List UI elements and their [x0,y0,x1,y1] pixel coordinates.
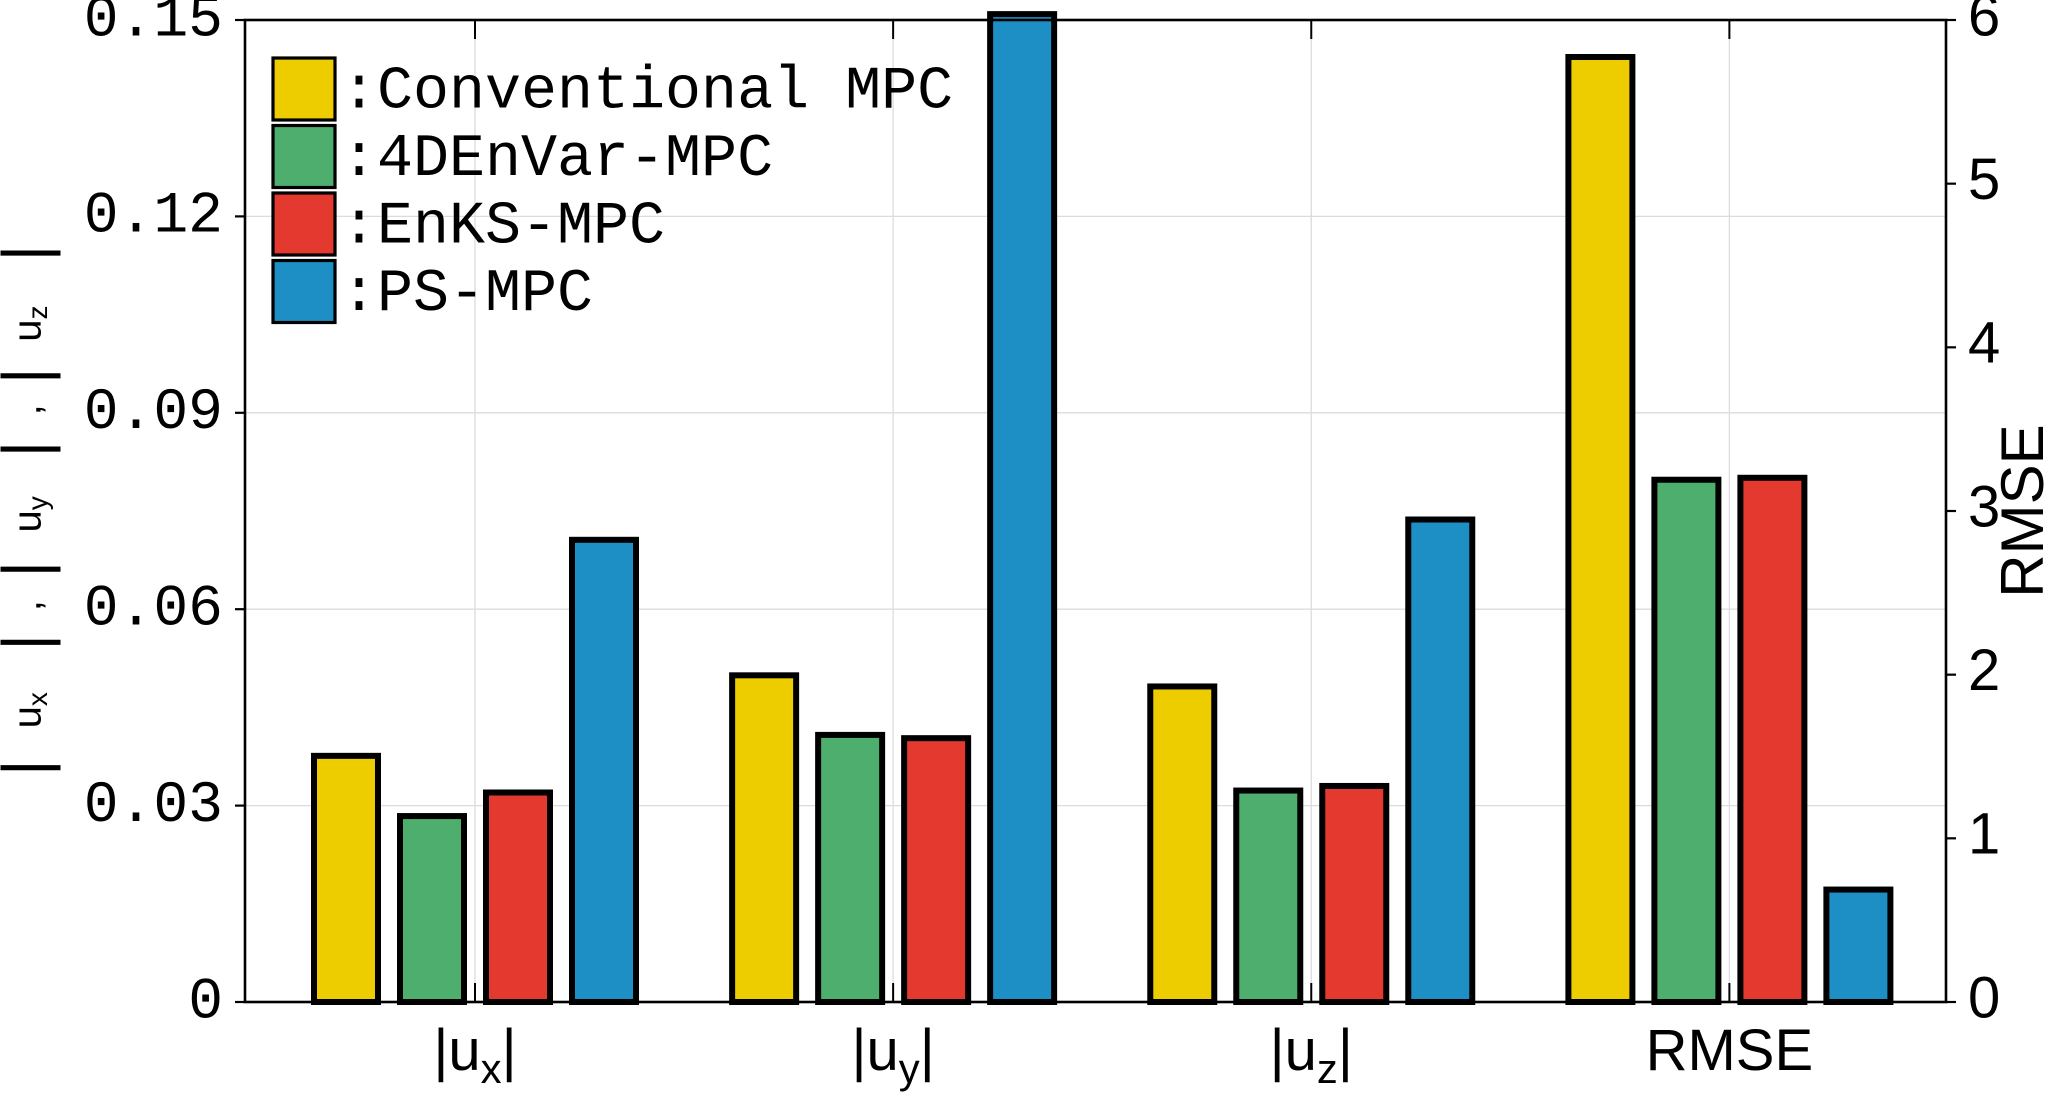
svg-text:|uy|: |uy| [851,1018,934,1092]
svg-text:4: 4 [1968,311,2000,376]
svg-text:|: | [0,561,61,578]
svg-text:|ux|: |ux| [433,1018,516,1092]
svg-text:0.03: 0.03 [84,774,223,839]
svg-text::Conventional MPC: :Conventional MPC [341,59,953,127]
svg-text:|: | [0,368,61,385]
svg-text:0.09: 0.09 [84,381,223,446]
svg-text:|: | [0,441,61,458]
svg-text:|: | [0,245,61,262]
svg-text:5: 5 [1968,147,2000,212]
svg-text:,: , [6,600,50,611]
svg-text:RMSE: RMSE [1646,1018,1814,1083]
svg-text:2: 2 [1968,638,2000,703]
svg-text:0.12: 0.12 [84,185,223,250]
svg-text:|uz|: |uz| [1270,1018,1353,1092]
svg-text:0: 0 [1968,965,2000,1030]
svg-text:0.15: 0.15 [84,0,223,53]
svg-text:0.06: 0.06 [84,578,223,643]
svg-text:|: | [0,759,61,776]
svg-text:6: 6 [1968,0,2000,48]
svg-text::PS-MPC: :PS-MPC [341,261,593,329]
svg-text:|: | [0,634,61,651]
svg-text:0: 0 [188,970,223,1035]
svg-text:RMSE: RMSE [1989,424,2056,597]
svg-text::EnKS-MPC: :EnKS-MPC [341,194,665,262]
svg-text:,: , [6,404,50,415]
svg-text::4DEnVar-MPC: :4DEnVar-MPC [341,126,773,194]
svg-text:1: 1 [1968,802,2000,867]
